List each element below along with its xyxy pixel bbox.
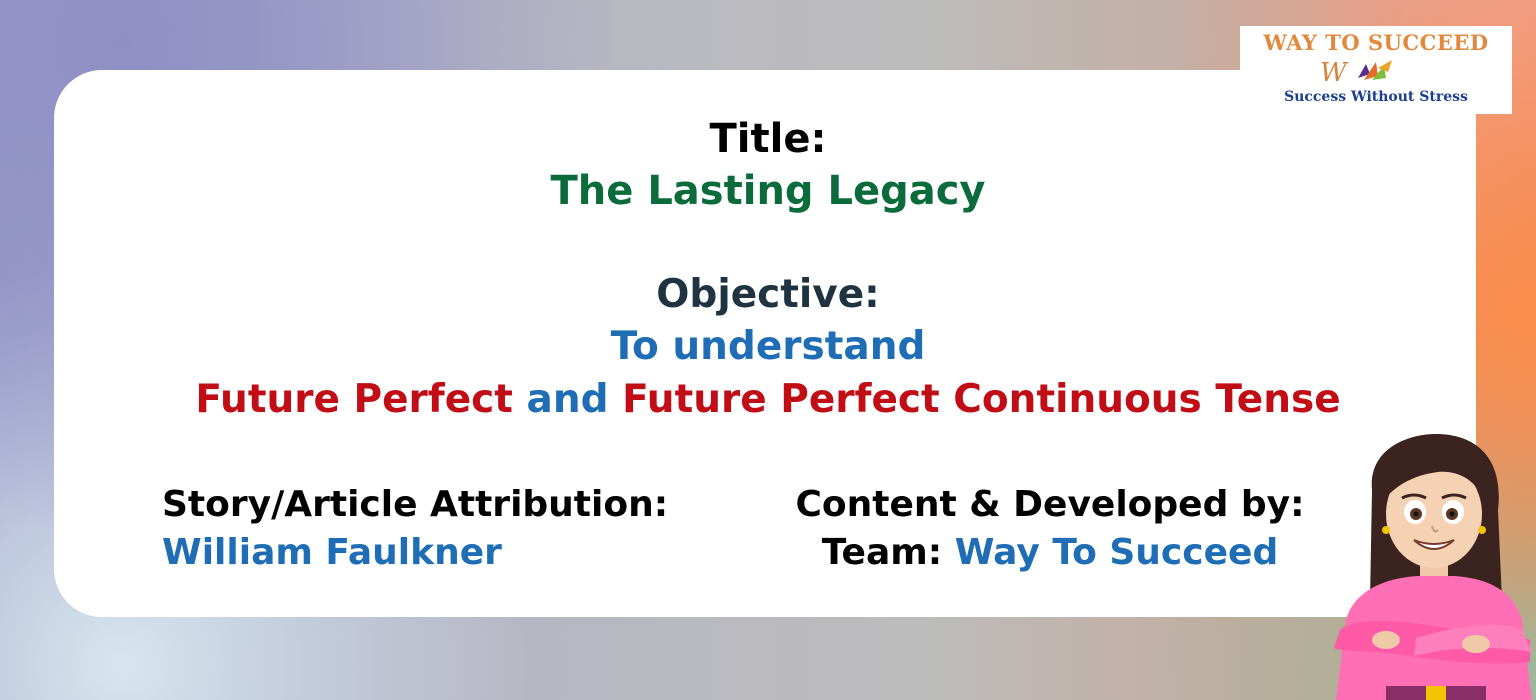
objective-label: Objective:	[656, 272, 880, 317]
way-to-succeed-logo: WAY TO SUCCEED W Success Without Stress	[1240, 26, 1512, 114]
logo-arrow-mark-icon: W	[1320, 58, 1392, 86]
objective-text: To understand	[610, 324, 926, 369]
logo-tagline: Success Without Stress	[1284, 89, 1468, 105]
logo-title: WAY TO SUCCEED	[1263, 30, 1489, 55]
tense-and: and	[512, 377, 623, 422]
content-card	[54, 70, 1476, 617]
attribution-author: William Faulkner	[162, 532, 502, 573]
tense-future-perfect: Future Perfect	[195, 377, 513, 422]
girl-arms-crossed-illustration	[1334, 434, 1532, 700]
developed-by-label: Content & Developed by:	[795, 484, 1305, 525]
attribution-label: Story/Article Attribution:	[162, 484, 669, 525]
team-prefix: Team:	[821, 532, 955, 573]
story-title: The Lasting Legacy	[550, 168, 986, 214]
title-label: Title:	[709, 116, 827, 162]
developed-by-team: Team: Way To Succeed	[740, 532, 1360, 573]
tense-line: Future Perfect and Future Perfect Contin…	[0, 377, 1536, 422]
logo-mark-letter: W	[1320, 58, 1349, 86]
team-name: Way To Succeed	[954, 532, 1279, 573]
tense-future-perfect-continuous: Future Perfect Continuous Tense	[622, 377, 1341, 422]
